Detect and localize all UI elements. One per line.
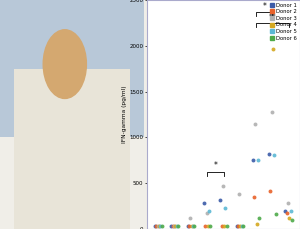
Point xyxy=(190,224,195,228)
Point xyxy=(250,158,255,162)
Point xyxy=(234,224,239,228)
Point xyxy=(224,224,229,228)
Point xyxy=(239,224,244,228)
Circle shape xyxy=(43,30,86,98)
Point xyxy=(223,206,228,210)
Point xyxy=(219,224,224,228)
Point xyxy=(267,152,272,156)
Legend: Donor 1, Donor 2, Donor 3, Donor 4, Donor 5, Donor 6: Donor 1, Donor 2, Donor 3, Donor 4, Dono… xyxy=(270,3,297,41)
Point xyxy=(204,211,209,214)
Point xyxy=(208,224,213,228)
Point xyxy=(157,224,161,228)
Text: *: * xyxy=(213,161,217,170)
Point xyxy=(268,189,273,192)
Point xyxy=(222,224,226,228)
Point xyxy=(159,224,164,228)
Point xyxy=(158,224,163,228)
Point xyxy=(176,224,180,228)
Point xyxy=(187,224,191,228)
Point xyxy=(273,213,278,216)
Point xyxy=(284,211,289,214)
Point xyxy=(174,224,179,228)
Point xyxy=(257,216,262,220)
Point xyxy=(153,224,158,228)
Point xyxy=(192,224,197,228)
Point xyxy=(185,224,190,228)
Point xyxy=(188,216,193,220)
Point xyxy=(202,202,206,205)
Point xyxy=(220,184,225,188)
Point xyxy=(203,224,208,228)
Point xyxy=(169,224,174,228)
Point xyxy=(237,192,242,196)
FancyBboxPatch shape xyxy=(14,69,130,229)
Point xyxy=(272,153,277,157)
Point xyxy=(290,218,294,222)
Point xyxy=(154,224,159,228)
Text: **: ** xyxy=(268,13,276,22)
Point xyxy=(189,224,194,228)
Point xyxy=(206,224,210,228)
Point xyxy=(256,158,260,162)
Point xyxy=(286,202,290,205)
FancyBboxPatch shape xyxy=(0,0,144,137)
Point xyxy=(283,209,288,213)
Point xyxy=(236,224,240,228)
Point xyxy=(172,224,176,228)
Point xyxy=(155,224,160,228)
Point xyxy=(252,195,256,199)
Y-axis label: IFN-gamma (pg/ml): IFN-gamma (pg/ml) xyxy=(122,86,127,143)
Point xyxy=(207,209,212,213)
Point xyxy=(271,47,275,50)
Point xyxy=(287,216,292,220)
Point xyxy=(288,209,293,213)
Point xyxy=(170,224,175,228)
Point xyxy=(241,224,245,228)
Point xyxy=(238,224,243,228)
Point xyxy=(173,224,178,228)
Point xyxy=(254,223,259,226)
Point xyxy=(218,198,223,202)
Point xyxy=(253,122,258,125)
Text: *: * xyxy=(262,2,266,11)
Point xyxy=(269,110,274,114)
